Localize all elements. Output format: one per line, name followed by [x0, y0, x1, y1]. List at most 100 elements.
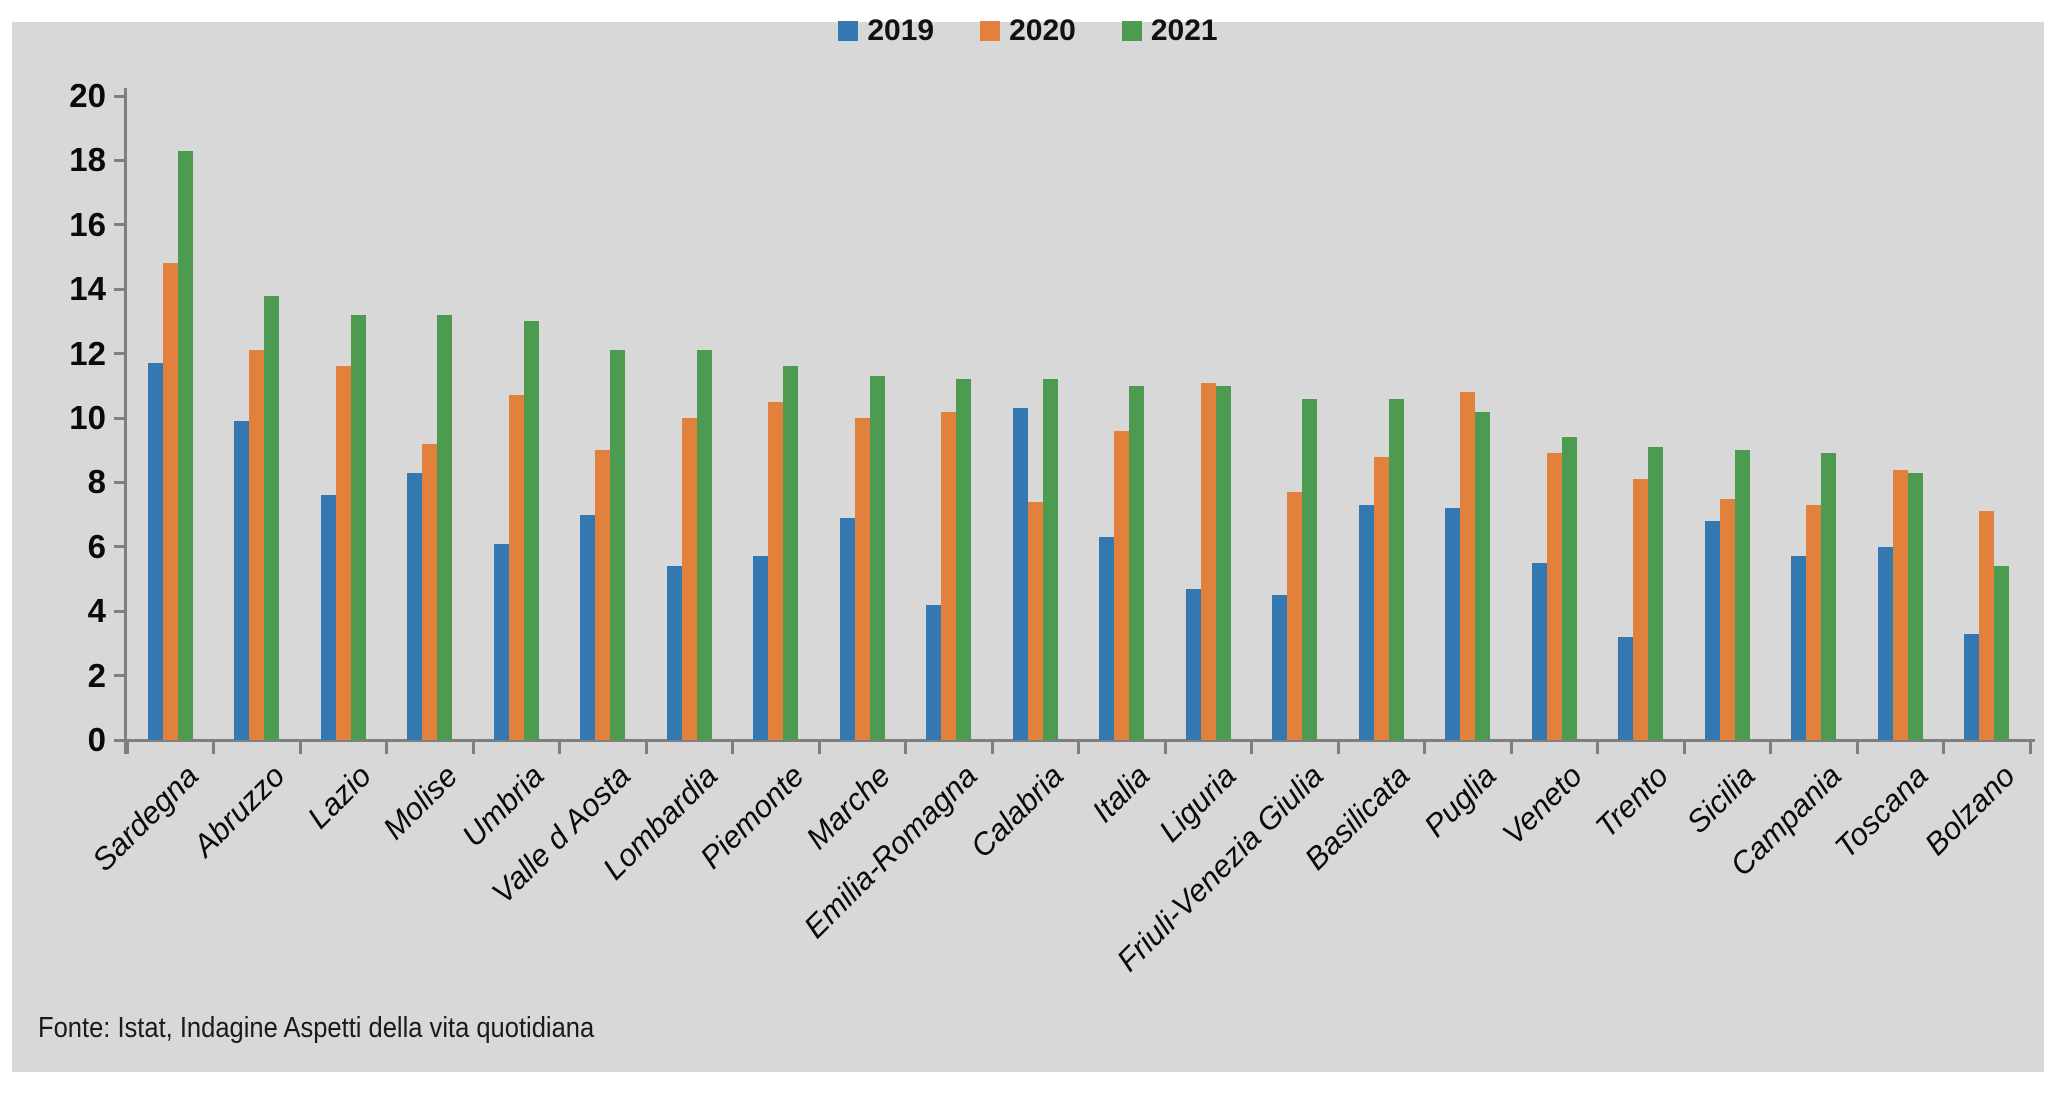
bar-2020-lombardia [681, 418, 697, 740]
bar-2020-molise [422, 443, 438, 740]
legend-swatch-2019 [838, 21, 859, 41]
legend-label: 2020 [1009, 14, 1076, 47]
legend-label: 2019 [867, 14, 935, 47]
bar-2019-abruzzo [234, 421, 250, 740]
bar-2021-sicilia [1734, 450, 1750, 740]
bar-2021-campania [1821, 453, 1837, 740]
x-axis-tick [558, 740, 561, 754]
bar-2020-campania [1806, 504, 1822, 740]
bar-2019-piemonte [753, 556, 769, 740]
bar-2021-veneto [1561, 437, 1577, 740]
bar-2020-bolzano [1979, 511, 1995, 740]
bar-2019-marche [839, 517, 855, 740]
x-axis-category-label: Puglia [1416, 758, 1503, 844]
legend-swatch-2021 [1121, 21, 1142, 41]
bar-2019-trento [1618, 636, 1634, 740]
bar-2019-toscana [1877, 546, 1893, 740]
bar-2021-toscana [1907, 472, 1923, 740]
bar-2021-molise [437, 314, 453, 740]
y-axis-tick [114, 674, 127, 678]
bar-2021-lombardia [696, 350, 712, 740]
x-axis-category-label: Sicilia [1679, 758, 1762, 841]
x-axis-tick [731, 740, 734, 754]
bar-2020-umbria [508, 395, 524, 740]
y-axis-tick [114, 609, 127, 613]
bar-2019-basilicata [1358, 504, 1374, 740]
bar-2021-piemonte [783, 366, 799, 740]
y-axis-tick [114, 223, 127, 227]
y-axis-tick-label: 6 [87, 527, 106, 565]
y-axis-tick-label: 16 [69, 205, 106, 243]
y-axis-tick-label: 14 [69, 270, 106, 308]
x-axis-tick [471, 740, 475, 754]
legend-item-2020: 2020 [980, 14, 1076, 48]
x-axis-tick [1942, 740, 1945, 754]
bar-2021-bolzano [1994, 566, 2010, 740]
x-axis-tick [817, 740, 821, 754]
bar-2021-emilia-romagna [956, 379, 972, 740]
bar-2019-bolzano [1964, 633, 1980, 740]
bar-2019-veneto [1531, 562, 1547, 740]
x-axis-tick [212, 740, 215, 754]
x-axis-tick [1769, 740, 1772, 754]
bar-2020-trento [1633, 479, 1649, 740]
bar-2021-sardegna [177, 150, 193, 740]
x-axis-tick [644, 740, 648, 754]
y-axis-tick [114, 352, 127, 356]
x-axis-category-label: Trento [1589, 758, 1676, 845]
x-axis-tick [1163, 740, 1167, 754]
bar-2019-calabria [1012, 408, 1028, 740]
x-axis-category-label: Bolzano [1917, 758, 2022, 862]
bar-2019-campania [1791, 556, 1807, 740]
bar-2019-sicilia [1704, 521, 1720, 740]
source-note: Fonte: Istat, Indagine Aspetti della vit… [38, 1012, 595, 1044]
bar-2020-puglia [1460, 392, 1476, 740]
bar-2021-puglia [1475, 411, 1491, 740]
x-axis-tick [125, 740, 129, 754]
bar-2020-basilicata [1373, 456, 1389, 740]
y-axis-tick-label: 2 [87, 656, 106, 694]
bar-2021-trento [1648, 446, 1664, 740]
y-axis-tick [114, 94, 127, 98]
x-axis-category-label: Italia [1085, 758, 1157, 830]
x-axis-tick [1336, 740, 1340, 754]
x-axis-category-label: Abruzzo [186, 758, 292, 864]
bar-2021-calabria [1042, 379, 1058, 740]
x-axis-tick [1423, 740, 1426, 754]
bar-2020-calabria [1027, 501, 1043, 740]
bar-2020-abruzzo [249, 350, 265, 740]
y-axis-tick [114, 545, 127, 549]
x-axis-tick [1509, 740, 1513, 754]
legend-swatch-2020 [980, 21, 1001, 41]
bar-2019-valle-d-aosta [580, 514, 596, 740]
legend-item-2019: 2019 [838, 14, 934, 48]
x-axis-category-label: Calabria [963, 758, 1070, 865]
bar-2020-lazio [335, 366, 351, 740]
y-axis-tick-label: 10 [69, 399, 106, 436]
y-axis-tick [114, 738, 127, 742]
x-axis-tick [1855, 740, 1859, 754]
legend: 2019 2020 2021 [0, 14, 2056, 48]
y-axis-tick-label: 18 [69, 141, 106, 179]
bar-2021-lazio [350, 314, 366, 740]
x-axis-category-label: Sardegna [85, 758, 205, 878]
bar-2021-basilicata [1388, 398, 1404, 740]
bar-2021-friuli-venezia-giulia [1302, 398, 1318, 740]
x-axis-tick [298, 740, 302, 754]
x-axis-tick [385, 740, 388, 754]
legend-label: 2021 [1150, 14, 1218, 47]
x-axis-category-label: Veneto [1495, 758, 1589, 852]
x-axis-tick [904, 740, 907, 754]
bar-2020-veneto [1546, 453, 1562, 740]
legend-item-2021: 2021 [1121, 14, 1218, 48]
bar-2020-valle-d-aosta [595, 450, 611, 740]
bar-2020-toscana [1892, 469, 1908, 740]
bar-2019-italia [1099, 537, 1115, 740]
y-axis-tick-label: 0 [87, 721, 106, 758]
bar-2020-italia [1114, 430, 1130, 740]
bar-2021-umbria [523, 321, 539, 740]
x-axis-tick [1596, 740, 1599, 754]
bar-2019-sardegna [147, 363, 163, 740]
